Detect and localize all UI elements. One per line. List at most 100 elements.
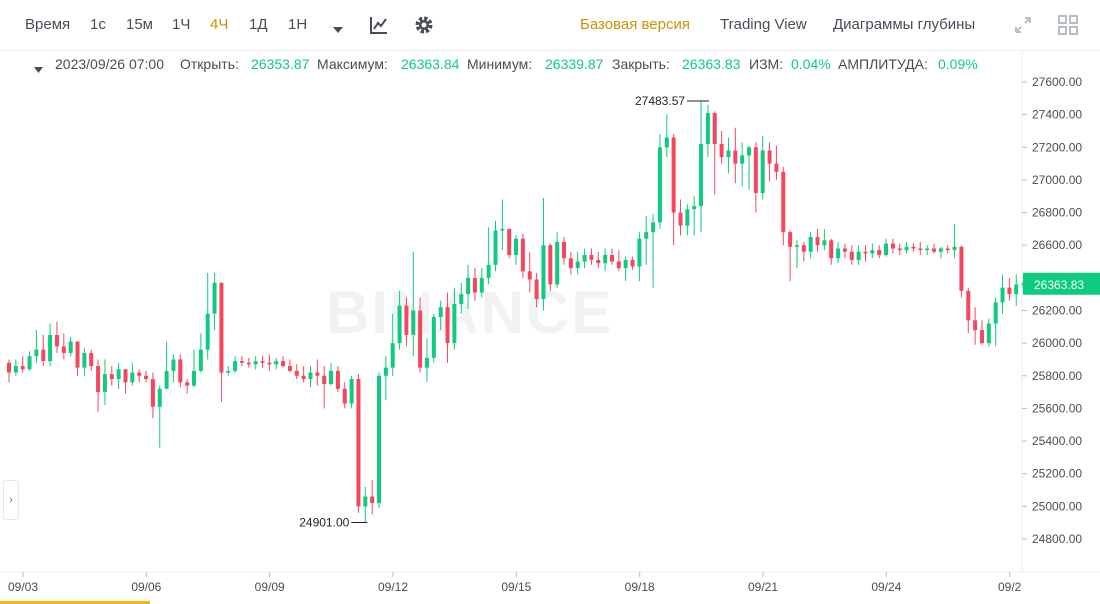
candle-body [520,238,525,272]
candle-body [630,259,635,267]
chart-toolbar: Время 1с 15м 1Ч 4Ч 1Д 1Н Базовая версия … [0,0,1100,51]
candle-body [466,277,471,295]
sidebar-expand-tab[interactable]: › [3,480,19,520]
view-depth[interactable]: Диаграммы глубины [833,16,976,33]
candle-body [137,372,142,376]
candle-body [644,232,649,239]
candle-body [424,357,429,368]
candle-body [486,264,491,278]
chevron-down-icon[interactable] [332,21,344,39]
candle-body [1014,284,1019,295]
x-tick-label: 09/03 [8,580,38,594]
candle-body [870,250,875,254]
view-basic[interactable]: Базовая версия [580,16,690,33]
max-price-label: 27483.57 [635,94,685,108]
candle-body [246,362,251,365]
candle-body [979,330,984,344]
candle-body [239,361,244,363]
candle-body [651,222,656,233]
candle-body [418,310,423,368]
candle-body [705,113,710,145]
y-tick-label: 25200.00 [1032,467,1082,481]
candle-body [1007,287,1012,295]
collapse-triangle-icon[interactable] [34,60,43,76]
candle-body [527,271,532,280]
candle-body [918,248,923,251]
y-tick-label: 27600.00 [1032,75,1082,89]
view-tradingview[interactable]: Trading View [720,16,807,33]
candle-body [287,365,292,371]
candle-body [226,370,231,373]
candle-body [699,144,704,207]
candle-body [438,307,443,318]
candle-body [102,374,107,393]
y-tick-label: 27400.00 [1032,108,1082,122]
candle-body [966,290,971,321]
candle-body [582,255,587,262]
x-tick-label: 09/2 [998,580,1022,594]
expand-icon[interactable] [1013,15,1033,40]
candle-body [404,305,409,335]
time-label[interactable]: Время [25,16,71,33]
x-tick-label: 09/12 [378,580,408,594]
candle-body [96,365,101,393]
open-value: 26353.87 [251,56,310,72]
candle-body [740,155,745,164]
candle-body [274,361,279,365]
grid-layout-icon[interactable] [1058,15,1078,40]
y-tick-label: 26600.00 [1032,238,1082,252]
interval-1h[interactable]: 1Ч [172,16,191,33]
candle-body [856,251,861,260]
candle-body [794,245,799,247]
candle-body [315,372,320,376]
candle-body [294,370,299,376]
candle-body [664,137,669,148]
candlestick-chart[interactable]: 27600.00 27400.00 27200.00 27000.00 26800.00… [0,51,1100,601]
candle-body [938,248,943,252]
candle-body [1000,287,1005,303]
candle-body [192,370,197,386]
candle-body [20,365,25,370]
candle-body [596,259,601,264]
candle-body [555,241,560,285]
min-price-label: 24901.00 [299,516,349,530]
candle-body [815,237,820,246]
y-tick-label: 24800.00 [1032,532,1082,546]
candle-body [760,150,765,193]
last-price-tag [1023,272,1100,295]
candle-body [322,375,327,384]
candle-body [541,245,546,300]
candle-body [383,367,388,376]
candle-body [144,375,149,380]
y-tick-label: 25000.00 [1032,499,1082,513]
y-tick-label: 27000.00 [1032,173,1082,187]
candle-body [41,349,46,362]
candle-body [308,372,313,380]
interval-1s[interactable]: 1с [90,16,106,33]
candle-body [253,361,258,365]
candle-body [904,246,909,251]
x-tick-label: 09/24 [871,580,901,594]
candle-body [130,372,135,383]
candle-body [603,255,608,264]
candle-body [781,171,786,233]
gear-icon[interactable] [414,15,434,40]
candle-body [842,248,847,252]
candle-body [198,349,203,371]
candle-body [89,352,94,366]
low-label: Минимум: [467,56,533,72]
candle-body [609,255,614,262]
candle-body [212,282,217,314]
interval-1d[interactable]: 1Д [249,16,268,33]
interval-4h[interactable]: 4Ч [210,16,229,33]
interval-15m[interactable]: 15м [126,16,153,33]
interval-1w[interactable]: 1Н [288,16,308,33]
candle-body [788,232,793,247]
candle-body [164,370,169,389]
candle-body [973,320,978,331]
amplitude-value: 0.09% [938,56,978,72]
candle-body [493,230,498,265]
indicator-chart-icon[interactable] [369,15,389,40]
candle-body [507,228,512,256]
candle-body [986,323,991,344]
